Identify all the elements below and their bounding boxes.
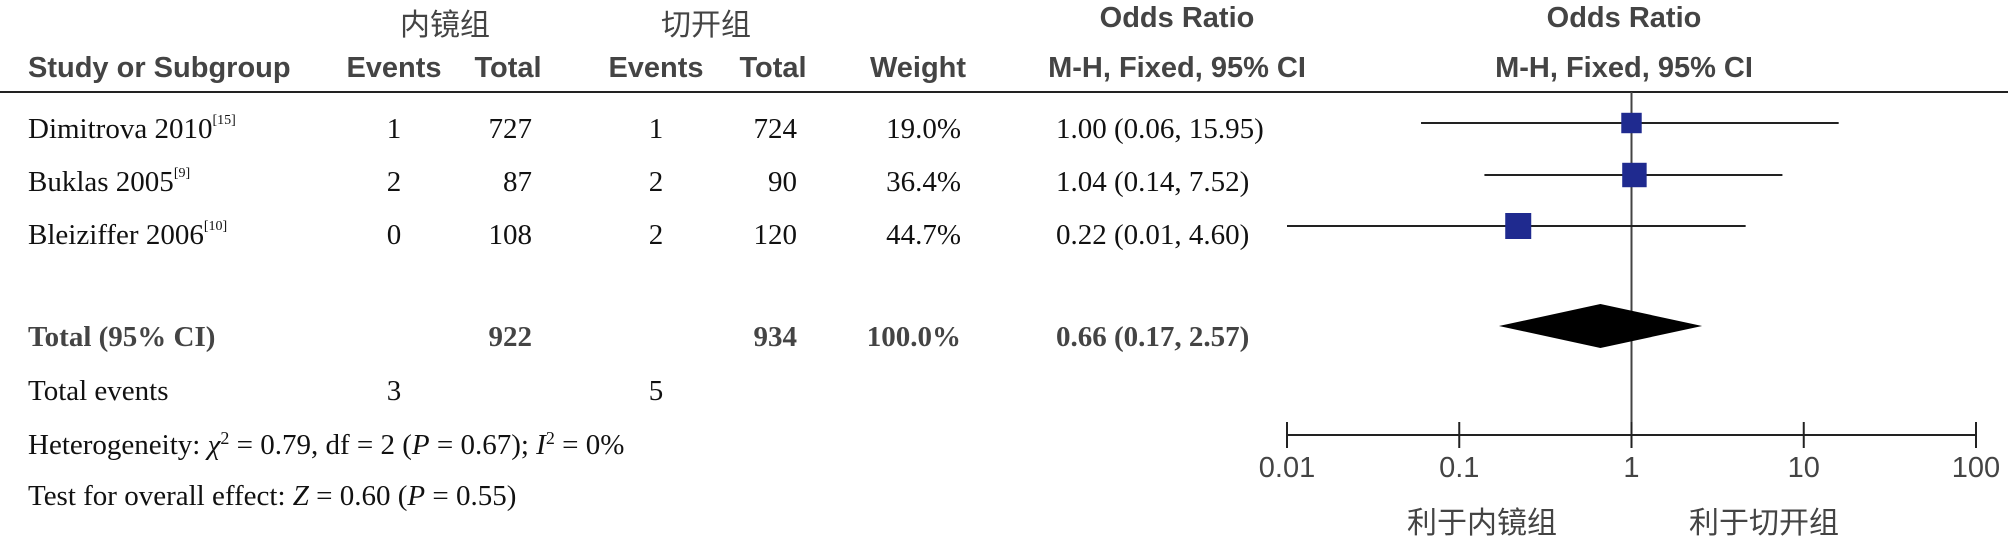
study-name: Bleiziffer 2006[10] [28, 219, 227, 252]
study-column-header: Study or Subgroup [28, 52, 291, 84]
study-reference: [15] [212, 113, 236, 128]
study-events1: 0 [386, 219, 402, 251]
total2-header: Total [739, 52, 807, 84]
study-ci-text: 0.22 (0.01, 4.60) [1056, 219, 1250, 251]
study-events2: 2 [648, 166, 664, 198]
study-name: Buklas 2005[9] [28, 166, 190, 199]
method-header-right: M-H, Fixed, 95% CI [1495, 52, 1753, 84]
x-tick-label: 10 [1787, 452, 1820, 484]
total-t1: 922 [488, 321, 533, 353]
total-events-e1: 3 [386, 375, 402, 407]
x-tick-label: 1 [1623, 452, 1640, 484]
total-t2: 934 [753, 321, 798, 353]
study-reference: [9] [173, 166, 191, 181]
study-ci-text: 1.04 (0.14, 7.52) [1056, 166, 1250, 198]
group1-header: 内镜组 [400, 9, 490, 42]
total-events-e2: 5 [648, 375, 664, 407]
study-name-text: Buklas 2005 [28, 166, 174, 198]
x-tick-label: 0.01 [1258, 452, 1316, 484]
events2-header: Events [608, 52, 704, 84]
x-tick-label: 0.1 [1439, 452, 1480, 484]
study-weight: 36.4% [886, 166, 961, 198]
total-weight: 100.0% [866, 321, 961, 353]
study-name-text: Dimitrova 2010 [28, 113, 213, 145]
method-header-left: M-H, Fixed, 95% CI [1048, 52, 1306, 84]
study-events1: 2 [386, 166, 402, 198]
study-total1: 727 [488, 113, 533, 145]
x-tick-label: 100 [1951, 452, 2001, 484]
favours-left-label: 利于内镜组 [1407, 507, 1557, 540]
total-label: Total (95% CI) [28, 321, 216, 353]
study-reference: [10] [203, 219, 228, 234]
study-ci-text: 1.00 (0.06, 15.95) [1056, 113, 1264, 145]
study-total1: 87 [503, 166, 532, 198]
total-events-label: Total events [28, 375, 169, 407]
study-events1: 1 [386, 113, 402, 145]
events1-header: Events [346, 52, 442, 84]
study-total2: 120 [753, 219, 798, 251]
study-marker [1505, 213, 1532, 239]
or-title-right: Odds Ratio [1546, 2, 1702, 34]
study-weight: 44.7% [886, 219, 961, 251]
study-weight: 19.0% [886, 113, 961, 145]
study-total2: 90 [768, 166, 797, 198]
total-ci-text: 0.66 (0.17, 2.57) [1056, 321, 1250, 353]
favours-right-label: 利于切开组 [1689, 507, 1839, 540]
study-marker [1621, 112, 1642, 134]
study-total2: 724 [753, 113, 798, 145]
study-marker [1622, 162, 1647, 188]
total1-header: Total [474, 52, 542, 84]
study-events2: 1 [648, 113, 664, 145]
weight-header: Weight [869, 52, 967, 84]
pooled-diamond [1498, 304, 1703, 348]
or-title-left: Odds Ratio [1099, 2, 1255, 34]
study-name-text: Bleiziffer 2006 [28, 219, 204, 251]
study-total1: 108 [488, 219, 533, 251]
heterogeneity-text: Heterogeneity: χ2 = 0.79, df = 2 (P = 0.… [28, 428, 625, 461]
study-events2: 2 [648, 219, 664, 251]
overall-effect-text: Test for overall effect: Z = 0.60 (P = 0… [28, 480, 517, 512]
study-name: Dimitrova 2010[15] [28, 113, 236, 146]
group2-header: 切开组 [661, 9, 751, 42]
